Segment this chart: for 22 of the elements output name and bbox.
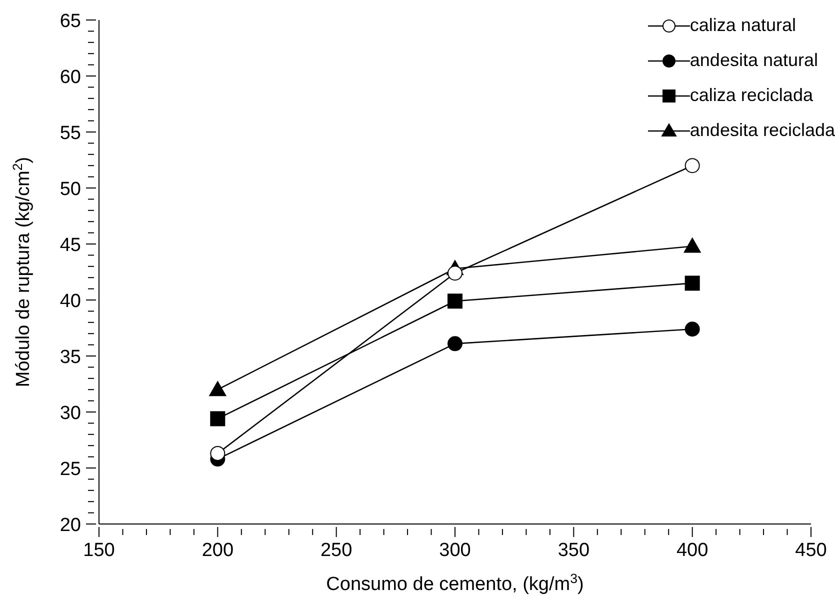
y-tick-label: 55 [60,123,81,144]
y-tick-label: 20 [60,515,81,536]
x-tick-label: 200 [202,540,234,561]
x-tick-label: 150 [83,540,115,561]
legend-label: caliza natural [690,15,796,36]
x-axis-title: Consumo de cemento, (kg/m$^{3}$) [326,570,584,595]
y-tick-label: 35 [60,347,81,368]
y-tick-label: 25 [60,459,81,480]
legend-label: andesita reciclada [690,120,835,141]
y-tick-label: 30 [60,403,81,424]
y-tick-label: 50 [60,179,81,200]
y-tick-label: 40 [60,291,81,312]
x-tick-label: 450 [795,540,827,561]
x-tick-label: 350 [558,540,590,561]
legend-label: caliza reciclada [690,85,813,106]
legend-label: andesita natural [690,50,818,71]
y-tick-label: 65 [60,11,81,32]
y-tick-label: 45 [60,235,81,256]
x-tick-label: 400 [676,540,708,561]
x-tick-label: 300 [439,540,471,561]
x-tick-label: 250 [320,540,352,561]
y-tick-label: 60 [60,67,81,88]
